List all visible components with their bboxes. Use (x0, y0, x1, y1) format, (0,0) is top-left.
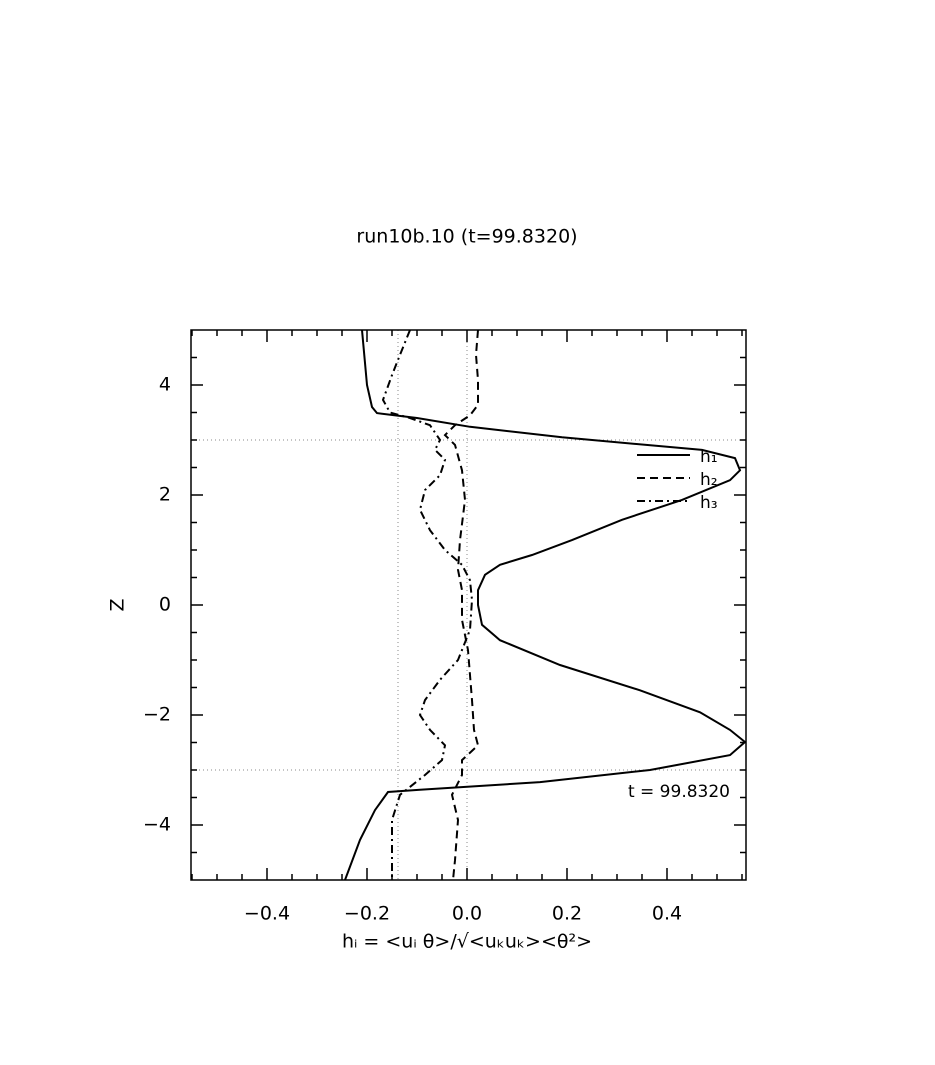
series-line (344, 329, 747, 881)
x-tick-label: −0.4 (244, 903, 290, 925)
x-tick-label: −0.2 (344, 903, 390, 925)
legend-label: h₁ (700, 447, 718, 467)
y-tick-label: 4 (159, 374, 171, 396)
x-tick-label: 0.4 (652, 903, 682, 925)
y-tick-label: 0 (159, 594, 171, 616)
series-line (443, 329, 480, 881)
legend-label: h₃ (700, 493, 718, 513)
series-line (381, 329, 474, 880)
legend-label: h₂ (700, 470, 718, 490)
y-tick-label: −4 (143, 814, 171, 836)
x-tick-label: 0.0 (452, 903, 482, 925)
y-tick-label: 2 (159, 484, 171, 506)
y-axis-label: Z (107, 598, 129, 611)
annotation: t = 99.8320 (628, 782, 730, 802)
chart-title: run10b.10 (t=99.8320) (356, 226, 577, 248)
y-tick-label: −2 (143, 704, 171, 726)
x-axis-label: hᵢ = <uᵢ θ>/√<uₖuₖ><θ²> (342, 931, 592, 953)
x-tick-label: 0.2 (552, 903, 582, 925)
